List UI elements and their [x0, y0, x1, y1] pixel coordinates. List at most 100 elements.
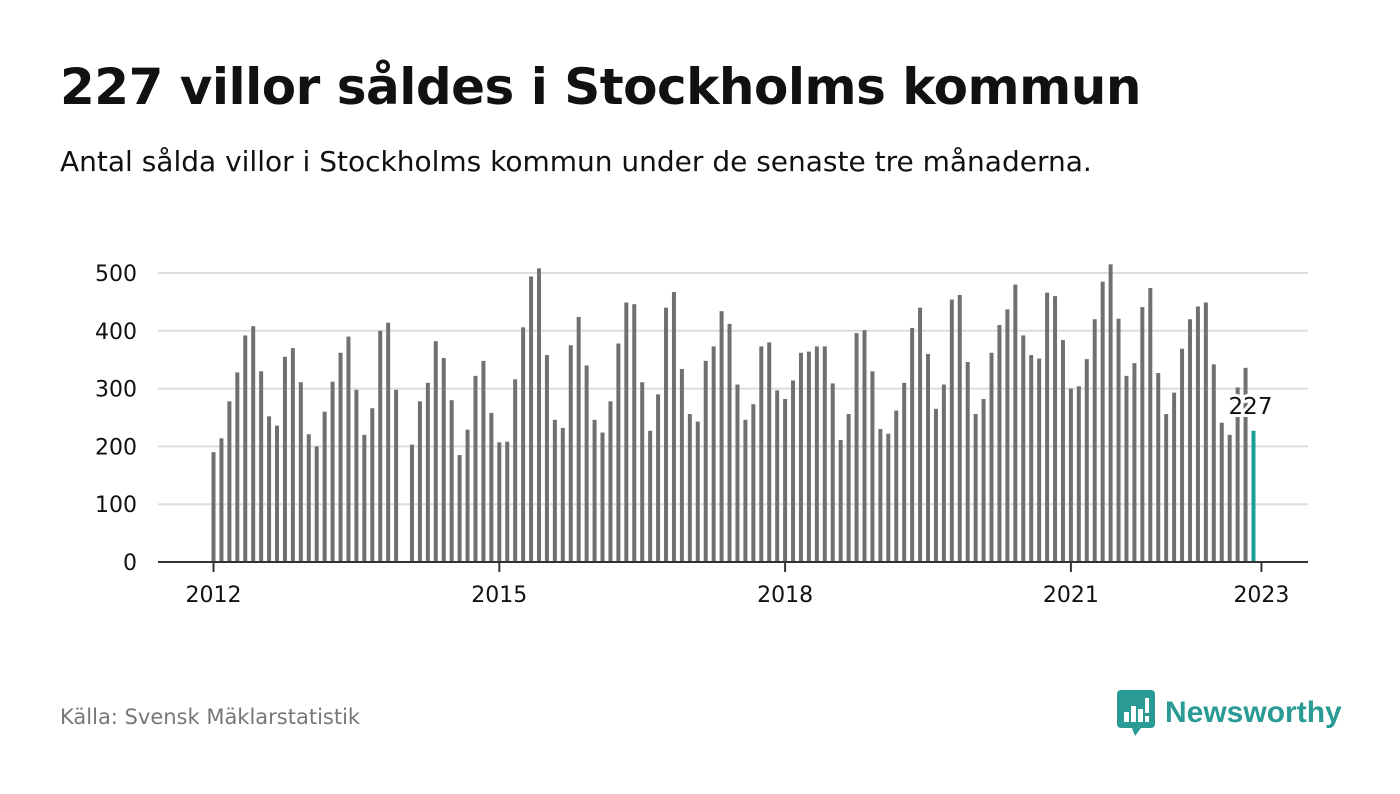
bar	[894, 410, 899, 562]
bar	[791, 380, 796, 562]
bar	[394, 389, 399, 562]
bar	[1013, 284, 1018, 562]
bar	[870, 371, 875, 562]
bar	[862, 330, 867, 562]
bar	[409, 444, 414, 562]
x-tick-label: 2015	[471, 583, 527, 608]
bar	[957, 294, 962, 562]
bar	[536, 268, 541, 562]
bar	[322, 411, 327, 562]
bar	[600, 432, 605, 562]
bar	[1116, 318, 1121, 562]
bar	[378, 330, 383, 562]
bar	[1045, 292, 1050, 562]
bar	[743, 419, 748, 562]
bar	[251, 326, 256, 562]
bar	[1235, 387, 1240, 562]
bar	[1132, 363, 1137, 562]
bar	[767, 342, 772, 562]
bar	[513, 379, 518, 562]
bar	[1211, 364, 1216, 562]
bar	[830, 383, 835, 562]
bar	[1203, 302, 1208, 562]
bar	[1100, 281, 1105, 562]
bar	[1053, 296, 1058, 562]
bar	[902, 382, 907, 562]
source-note: Källa: Svensk Mäklarstatistik	[60, 705, 361, 729]
bar	[608, 401, 613, 562]
y-tick-label: 400	[95, 320, 137, 345]
bar	[219, 438, 224, 562]
bar	[1124, 375, 1129, 562]
bar	[306, 434, 311, 562]
bar	[735, 384, 740, 562]
x-tick-labels: 2012 2015 2018 2021 2023	[186, 562, 1289, 608]
bar	[346, 336, 351, 562]
bar	[568, 345, 573, 562]
bar	[521, 327, 526, 562]
bar	[243, 335, 248, 562]
chart-subtitle: Antal sålda villor i Stockholms kommun u…	[60, 145, 1092, 178]
bar	[822, 346, 827, 562]
bar	[933, 408, 938, 562]
bar	[425, 382, 430, 562]
bar	[314, 446, 319, 562]
bar	[687, 414, 692, 562]
bar	[370, 408, 375, 562]
bar	[973, 414, 978, 562]
bar	[965, 362, 970, 562]
bar	[846, 414, 851, 562]
bar	[497, 442, 502, 562]
bar	[1005, 309, 1010, 562]
bar	[544, 355, 549, 562]
bar	[235, 372, 240, 562]
bar	[505, 441, 510, 562]
bar	[910, 327, 915, 562]
bar	[1195, 306, 1200, 562]
y-tick-label: 0	[123, 551, 137, 576]
bar	[616, 343, 621, 562]
bar	[338, 352, 343, 562]
bar	[354, 389, 359, 562]
bar	[529, 276, 534, 562]
bar	[1021, 335, 1026, 562]
bar	[854, 333, 859, 562]
bar	[267, 416, 272, 562]
bar	[981, 399, 986, 562]
bar	[1172, 392, 1177, 562]
bar	[457, 455, 462, 562]
bar	[473, 375, 478, 562]
bar	[997, 325, 1002, 562]
bar	[798, 352, 803, 562]
y-tick-label: 300	[95, 378, 137, 403]
bar	[656, 394, 661, 562]
bar	[949, 299, 954, 562]
y-tick-labels: 0 100 200 300 400 500	[95, 262, 137, 576]
bar	[211, 452, 216, 562]
bar	[290, 348, 295, 562]
bar	[330, 381, 335, 562]
bar	[759, 346, 764, 562]
x-tick-label: 2023	[1233, 583, 1289, 608]
bar	[1140, 307, 1145, 562]
bar	[1180, 348, 1185, 562]
brand-name: Newsworthy	[1165, 696, 1342, 729]
bar	[664, 307, 669, 562]
brand-logo: Newsworthy	[1117, 690, 1342, 736]
bar	[1076, 386, 1081, 562]
bar	[703, 360, 708, 562]
bar	[465, 429, 470, 562]
bar	[814, 346, 819, 562]
y-tick-label: 500	[95, 262, 137, 287]
bar	[362, 434, 367, 562]
bar	[711, 346, 716, 562]
bar	[560, 427, 565, 562]
bar	[417, 401, 422, 562]
bar	[679, 368, 684, 562]
bar	[259, 371, 264, 562]
data-labels: 227	[1226, 391, 1276, 423]
bar	[632, 304, 637, 562]
x-tick-label: 2012	[186, 583, 242, 608]
bar	[1156, 372, 1161, 562]
